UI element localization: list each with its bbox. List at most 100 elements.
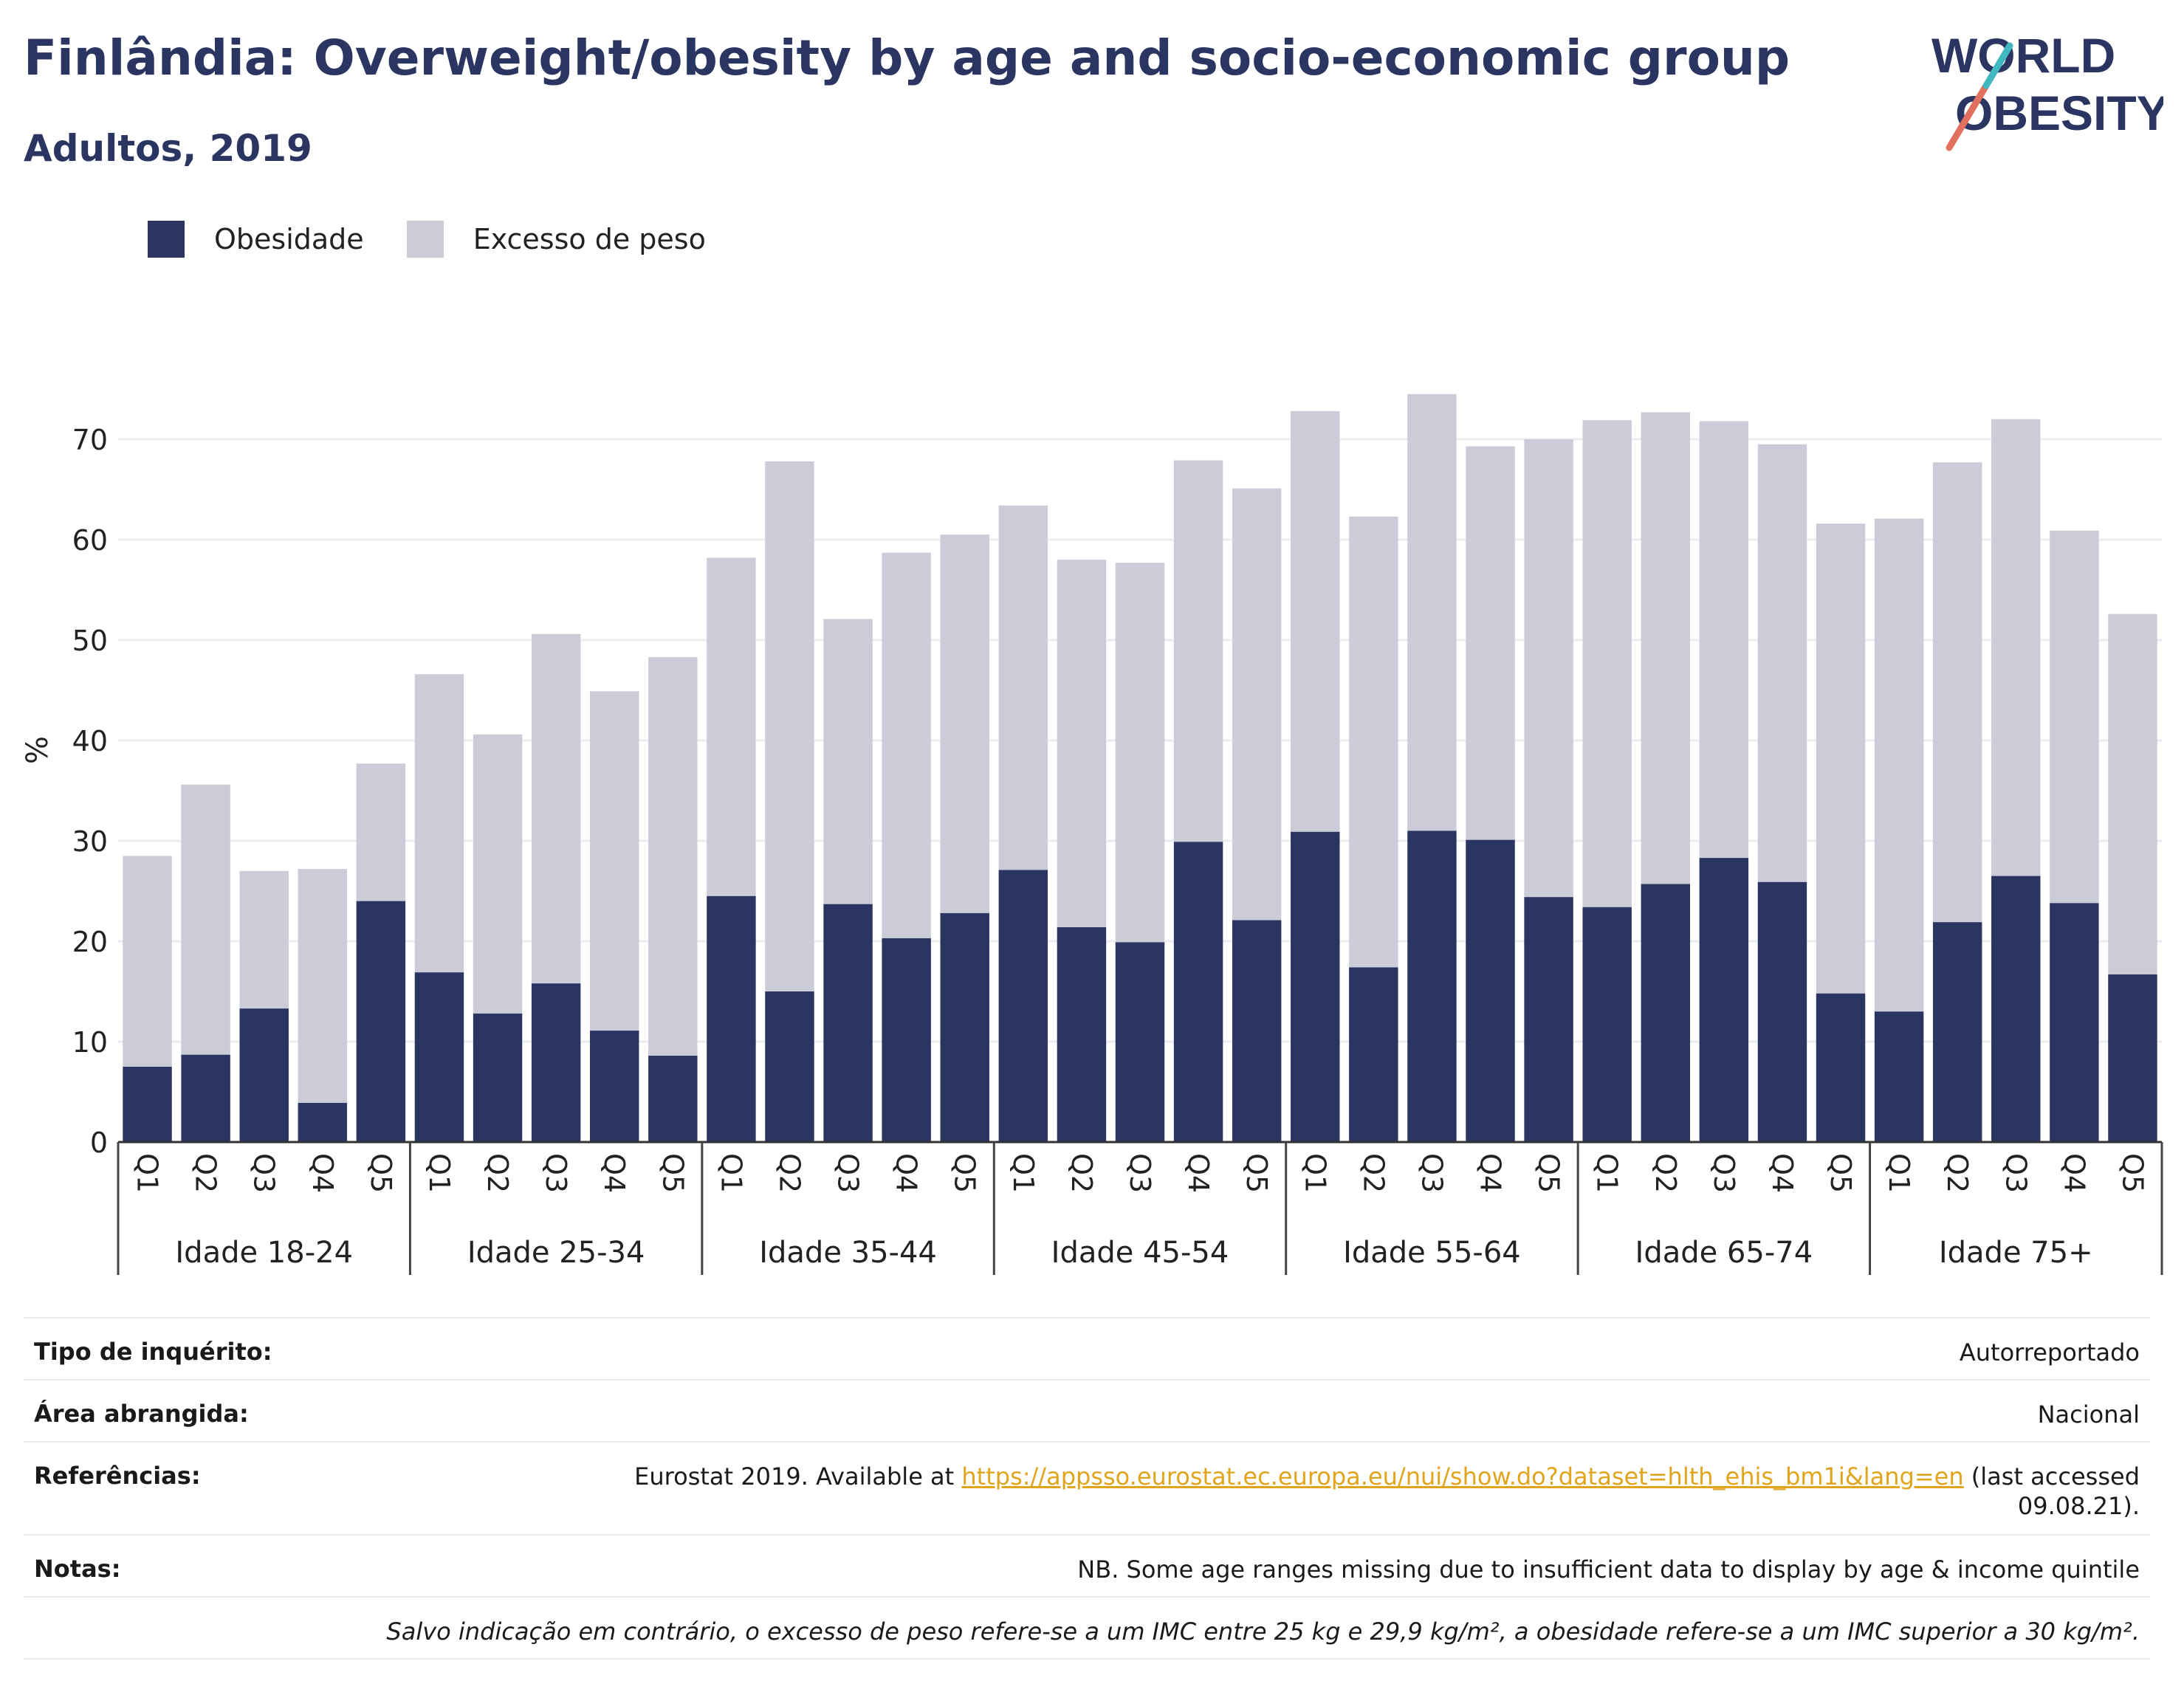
bar-obesity[interactable]: [1232, 920, 1282, 1142]
bars: [123, 393, 2157, 1142]
bar-overweight[interactable]: [882, 552, 931, 938]
bar-overweight[interactable]: [1757, 444, 1807, 882]
bar-obesity[interactable]: [181, 1054, 230, 1142]
bar-obesity[interactable]: [940, 912, 989, 1142]
bar-obesity[interactable]: [1641, 884, 1690, 1142]
logo-slash-teal: [1982, 42, 2013, 89]
bar-obesity[interactable]: [1932, 922, 1982, 1142]
bar-obesity[interactable]: [1057, 926, 1107, 1142]
bar-obesity[interactable]: [1874, 1011, 1924, 1142]
bar-overweight[interactable]: [1991, 419, 2041, 876]
bar-overweight[interactable]: [1699, 421, 1749, 859]
bar-obesity[interactable]: [1757, 881, 1807, 1142]
bar-overweight[interactable]: [1932, 462, 1982, 923]
bar-overweight[interactable]: [239, 870, 289, 1009]
bar-obesity[interactable]: [590, 1031, 639, 1142]
bar-overweight[interactable]: [1232, 488, 1282, 921]
bar-overweight[interactable]: [648, 657, 698, 1056]
y-tick-label: 60: [72, 524, 108, 557]
bar-obesity[interactable]: [298, 1102, 348, 1142]
y-tick-label: 10: [72, 1026, 108, 1059]
bar-overweight[interactable]: [531, 633, 581, 984]
bar-obesity[interactable]: [414, 972, 464, 1142]
bar-overweight[interactable]: [1115, 563, 1165, 943]
bar-obesity[interactable]: [2050, 903, 2099, 1142]
bar-overweight[interactable]: [1641, 412, 1690, 884]
info-value-area: Nacional: [2037, 1400, 2140, 1428]
x-axis: Idade 18-24 Q1 Q2 Q3 Q4 Q5 Idade 25-34 Q1 Q2 Q3 Q4…: [117, 1141, 2163, 1275]
bar-overweight[interactable]: [1582, 420, 1632, 907]
bar-overweight[interactable]: [1291, 410, 1340, 832]
bar-obesity[interactable]: [356, 901, 406, 1142]
bar-obesity[interactable]: [707, 895, 756, 1142]
bar-overweight[interactable]: [356, 763, 406, 901]
legend-item-overweight[interactable]: Excesso de peso: [406, 221, 706, 258]
legend-item-obesity[interactable]: Obesidade: [148, 221, 364, 258]
x-tick-label: Q2: [1941, 1153, 1974, 1193]
x-tick-label: Q3: [248, 1153, 281, 1193]
bar-overweight[interactable]: [707, 557, 756, 896]
bar-obesity[interactable]: [765, 991, 814, 1142]
x-tick-label: Q3: [1999, 1153, 2032, 1193]
bar-overweight[interactable]: [823, 619, 873, 904]
bar-overweight[interactable]: [1466, 446, 1515, 840]
bar-overweight[interactable]: [1173, 460, 1223, 842]
x-tick-label: Q3: [1415, 1153, 1448, 1193]
bar-obesity[interactable]: [531, 983, 581, 1142]
bar-overweight[interactable]: [473, 734, 523, 1014]
bar-obesity[interactable]: [882, 938, 931, 1142]
bar-obesity[interactable]: [1699, 858, 1749, 1142]
x-tick-label: Q1: [1883, 1153, 1915, 1193]
bar-obesity[interactable]: [2108, 974, 2157, 1142]
info-value-notes: NB. Some age ranges missing due to insuf…: [1077, 1555, 2140, 1584]
bar-obesity[interactable]: [998, 870, 1048, 1142]
bar-obesity[interactable]: [1582, 907, 1632, 1142]
bar-obesity[interactable]: [473, 1013, 523, 1142]
x-tick-label: Q3: [540, 1153, 572, 1193]
bar-obesity[interactable]: [1115, 942, 1165, 1142]
chart-subtitle: Adultos, 2019: [24, 127, 312, 170]
x-tick-label: Q2: [1065, 1153, 1098, 1193]
bar-overweight[interactable]: [940, 534, 989, 913]
bar-obesity[interactable]: [1991, 876, 2041, 1142]
bar-obesity[interactable]: [1349, 967, 1398, 1142]
bar-overweight[interactable]: [765, 461, 814, 991]
bar-overweight[interactable]: [181, 784, 230, 1055]
bar-obesity[interactable]: [1291, 831, 1340, 1142]
bar-obesity[interactable]: [648, 1056, 698, 1142]
bar-overweight[interactable]: [998, 505, 1048, 870]
y-axis-label: %: [21, 736, 55, 764]
bar-overweight[interactable]: [2108, 613, 2157, 974]
x-tick-label: Q4: [2058, 1153, 2090, 1193]
y-tick-label: 30: [72, 825, 108, 858]
bar-overweight[interactable]: [1349, 516, 1398, 968]
bar-overweight[interactable]: [1057, 560, 1107, 927]
bar-overweight[interactable]: [2050, 530, 2099, 904]
bar-overweight[interactable]: [1816, 523, 1866, 994]
bar-obesity[interactable]: [1816, 993, 1866, 1142]
bar-obesity[interactable]: [123, 1067, 172, 1142]
bar-overweight[interactable]: [590, 691, 639, 1031]
bar-overweight[interactable]: [298, 869, 348, 1103]
x-tick-label: Q4: [1474, 1153, 1507, 1193]
bar-overweight[interactable]: [1874, 518, 1924, 1012]
x-tick-label: Q2: [190, 1153, 222, 1193]
bar-obesity[interactable]: [1466, 839, 1515, 1142]
bar-overweight[interactable]: [414, 674, 464, 973]
bar-overweight[interactable]: [123, 856, 172, 1067]
x-tick-label: Q5: [2116, 1153, 2149, 1193]
reference-date: 09.08.21).: [2017, 1492, 2140, 1520]
bar-obesity[interactable]: [823, 904, 873, 1142]
bar-obesity[interactable]: [1524, 897, 1573, 1142]
group-label: Idade 35-44: [759, 1236, 937, 1270]
x-tick-label: Q3: [1124, 1153, 1156, 1193]
reference-link[interactable]: https://appsso.eurostat.ec.europa.eu/nui…: [961, 1462, 1964, 1491]
bar-obesity[interactable]: [239, 1008, 289, 1142]
x-tick-label: Q1: [131, 1153, 164, 1193]
bar-overweight[interactable]: [1407, 393, 1457, 831]
bar-obesity[interactable]: [1407, 831, 1457, 1142]
info-label-area: Área abrangida:: [34, 1400, 249, 1428]
bar-overweight[interactable]: [1524, 439, 1573, 898]
bar-obesity[interactable]: [1173, 842, 1223, 1142]
